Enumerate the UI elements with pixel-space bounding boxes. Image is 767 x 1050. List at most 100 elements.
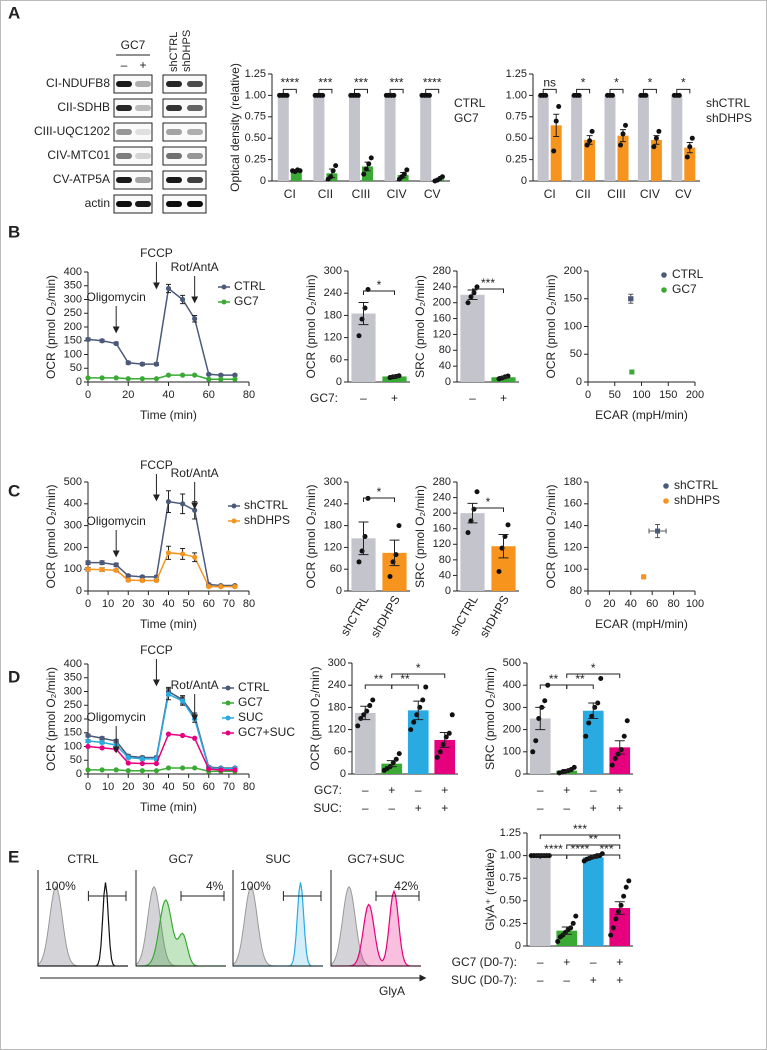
x-tick-label: CI [284, 187, 296, 201]
data-point [125, 754, 131, 761]
data-point [192, 316, 198, 322]
x-tick-label: CII [575, 187, 590, 201]
x-tick-label: + [616, 955, 623, 969]
data-point [655, 528, 661, 534]
y-axis-label: OCR (pmol O₂/min) [304, 484, 318, 588]
x-tick-label: 100 [632, 389, 650, 401]
annotation: Oligomycin [86, 710, 145, 724]
data-point [570, 920, 576, 926]
y-tick-label: 500 [64, 476, 82, 488]
x-tick-label: 10 [102, 781, 114, 793]
error-bar [498, 375, 509, 379]
bar [604, 95, 616, 181]
y-tick-label: 180 [564, 476, 582, 488]
x-tick-label: 200 [686, 389, 704, 401]
annotation: FCCP [140, 643, 173, 657]
gate-percent: 4% [206, 879, 224, 893]
blot-band [187, 129, 203, 135]
y-tick-label: 0.50 [245, 132, 266, 144]
data-point [179, 698, 186, 704]
blot-band [135, 129, 151, 135]
data-point [370, 697, 376, 703]
y-tick-label: 100 [64, 348, 82, 360]
y-tick-label: 350 [64, 280, 82, 292]
y-tick-label: 1.00 [245, 89, 266, 101]
data-point [401, 171, 407, 177]
data-point [437, 749, 443, 755]
data-point [608, 932, 614, 938]
y-tick-label: 0.25 [506, 154, 527, 166]
x-tick-label: 0 [585, 598, 591, 610]
y-tick-label: 160 [433, 312, 451, 324]
x-tick-label: 20 [122, 598, 134, 610]
flow-title: CTRL [67, 852, 99, 866]
data-point [125, 577, 131, 583]
bar [313, 95, 325, 181]
legend-marker [225, 715, 231, 721]
bar [684, 147, 696, 181]
significance-bracket [592, 854, 621, 859]
y-tick-label: 100 [503, 746, 521, 758]
data-point [618, 142, 623, 148]
x-tick-label: 30 [142, 598, 154, 610]
y-axis-label: OCR (pmol O₂/min) [304, 274, 318, 378]
x-tick-label: 20 [603, 598, 615, 610]
gate [180, 891, 225, 901]
blot-row-label: CI-NDUFB8 [46, 76, 110, 90]
bar [290, 170, 302, 181]
data-point [656, 128, 662, 134]
data-point [474, 284, 480, 290]
bar [582, 857, 604, 946]
y-tick-label: 50 [570, 348, 582, 360]
x-tick-label: 50 [183, 781, 195, 793]
blot-treatment: GC7 [121, 38, 146, 52]
y-axis-label: OCR (pmol O₂/min) [308, 666, 322, 770]
significance-bracket [676, 88, 691, 94]
y-tick-label: 0.75 [245, 111, 266, 123]
x-tick-label: 0 [85, 389, 91, 401]
x-tick-label: + [616, 783, 623, 797]
data-point [387, 573, 393, 579]
y-tick-label: 150 [564, 293, 582, 305]
y-axis-label: SRC (pmol O₂/min) [413, 485, 427, 588]
significance-bracket [472, 507, 504, 512]
x-tick-label: 60 [203, 389, 215, 401]
significance-label: * [648, 76, 653, 90]
y-tick-label: 160 [564, 498, 582, 510]
bar [617, 135, 629, 181]
x-tick-label: 0 [85, 598, 91, 610]
blot-box [113, 146, 153, 166]
significance-label: **** [280, 76, 299, 90]
data-point [620, 131, 626, 137]
data-point [179, 372, 186, 378]
data-point [218, 767, 224, 773]
legend-label: shCTRL [706, 96, 750, 110]
x-tick-label: + [391, 391, 398, 405]
significance-bracket [391, 684, 419, 689]
data-point [153, 577, 160, 584]
flow-axes [135, 870, 226, 967]
legend-label: shDHPS [674, 493, 720, 507]
x-row-label: GC7: [310, 391, 338, 405]
data-point [139, 376, 145, 382]
data-point [153, 768, 160, 774]
blot-row-label: CIV-MTC01 [47, 148, 110, 162]
x-tick-label: 0 [585, 389, 591, 401]
legend-marker [663, 483, 669, 489]
y-tick-label: 200 [564, 265, 582, 277]
x-tick-label: + [441, 783, 448, 797]
data-point [629, 369, 635, 375]
legend-label: shDHPS [706, 111, 752, 125]
blot-box [162, 74, 207, 94]
significance-label: *** [390, 76, 404, 90]
bar [384, 95, 396, 181]
y-tick-label: 0 [576, 376, 582, 388]
data-point [192, 765, 198, 771]
data-point [165, 691, 172, 697]
panel-label: D [8, 667, 20, 686]
data-point [99, 338, 105, 344]
x-tick-label: + [500, 391, 507, 405]
x-tick-label: 30 [142, 781, 154, 793]
data-point [555, 938, 561, 944]
significance-bracket [472, 288, 504, 293]
